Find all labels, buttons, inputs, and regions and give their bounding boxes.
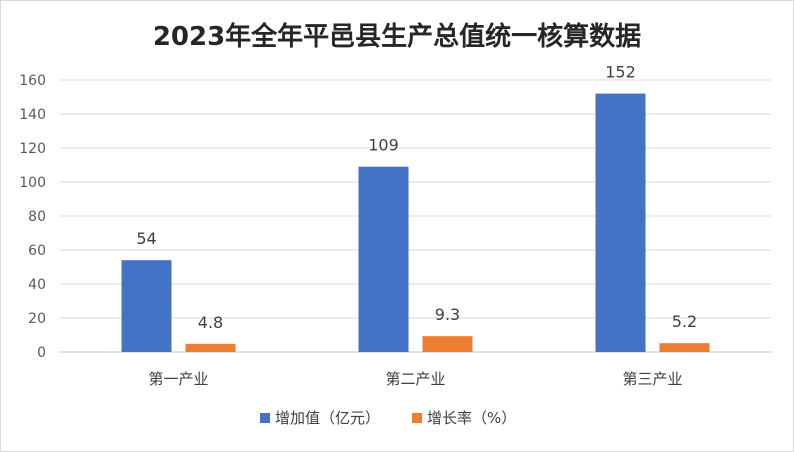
legend-label: 增长率（%）	[427, 409, 516, 427]
data-label: 4.8	[198, 313, 223, 332]
y-tick-label: 100	[19, 175, 46, 191]
bar-growth-rate	[422, 336, 473, 352]
legend-swatch	[412, 413, 422, 423]
y-tick-label: 40	[28, 277, 46, 293]
bar-added-value	[595, 93, 646, 352]
legend-label: 增加值（亿元）	[275, 409, 380, 427]
legend: 增加值（亿元） 增长率（%）	[260, 409, 516, 427]
y-tick-label: 20	[28, 311, 46, 327]
bar-added-value	[358, 166, 409, 352]
bar-growth-rate	[185, 343, 236, 352]
y-tick-label: 120	[19, 141, 46, 157]
bar-growth-rate	[659, 343, 710, 352]
data-label: 109	[368, 136, 399, 155]
data-label: 5.2	[672, 312, 697, 331]
gridlines	[60, 79, 771, 353]
y-tick-label: 160	[19, 73, 46, 89]
data-labels: 54 4.8 109 9.3 152 5.2	[136, 63, 697, 332]
data-label: 152	[605, 63, 636, 82]
chart-title: 2023年全年平邑县生产总值统一核算数据	[152, 22, 642, 52]
data-label: 54	[136, 229, 156, 248]
category-label: 第三产业	[622, 370, 682, 388]
y-tick-label: 140	[19, 107, 46, 123]
y-tick-label: 0	[37, 345, 46, 361]
y-axis-ticks: 0 20 40 60 80 100 120 140 160	[19, 73, 46, 361]
y-tick-label: 80	[28, 209, 46, 225]
y-tick-label: 60	[28, 243, 46, 259]
data-label: 9.3	[435, 305, 460, 324]
category-label: 第一产业	[148, 370, 208, 388]
legend-swatch	[260, 413, 270, 423]
bar-added-value	[121, 260, 172, 352]
category-label: 第二产业	[385, 370, 445, 388]
x-axis-categories: 第一产业 第二产业 第三产业	[148, 370, 682, 388]
bars	[121, 93, 710, 352]
